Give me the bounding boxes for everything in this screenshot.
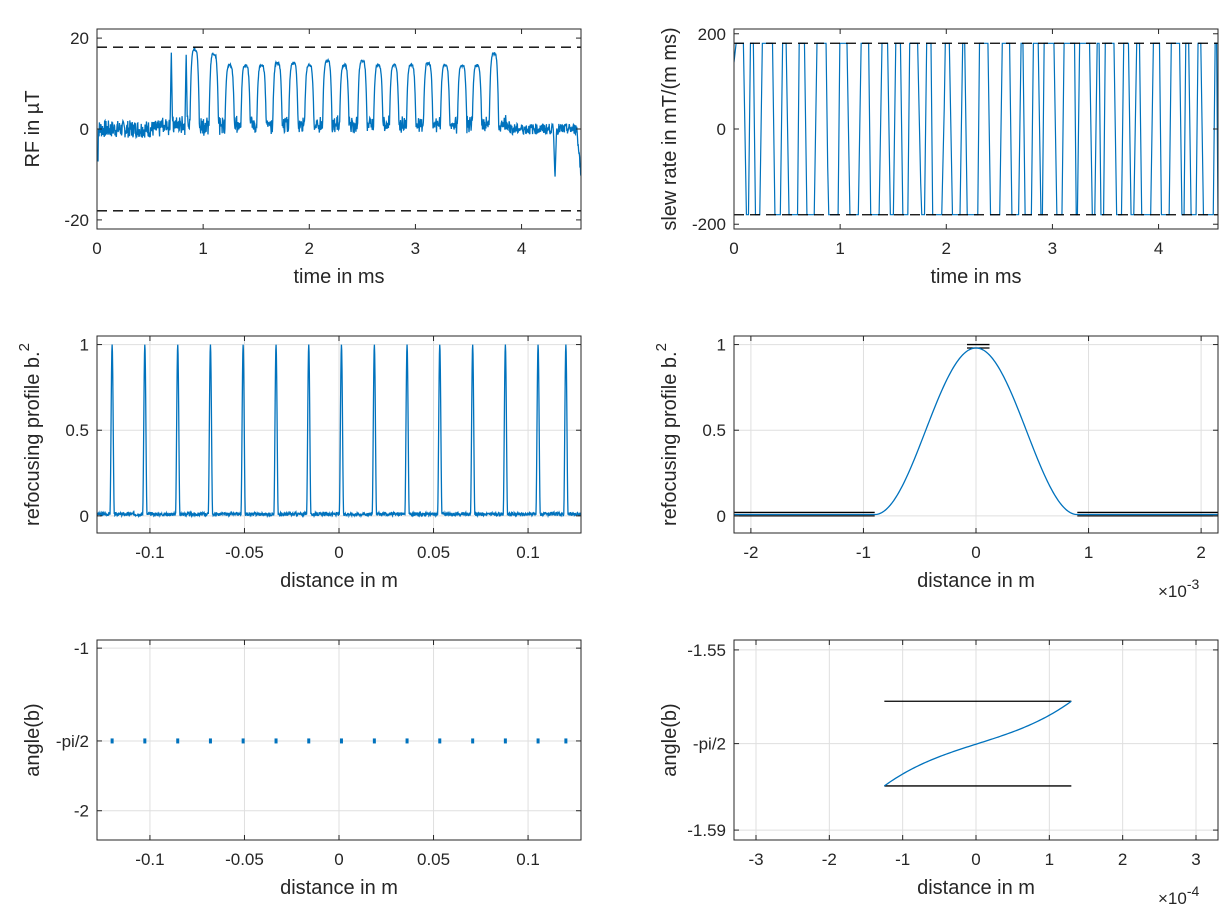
- angle-point: [110, 738, 114, 744]
- x-tick-label: 0: [971, 850, 980, 869]
- plot-content: [110, 738, 568, 744]
- x-axis-label: distance in m: [917, 877, 1035, 899]
- angle-point: [405, 738, 409, 744]
- x-tick-label: 1: [1045, 850, 1054, 869]
- y-tick-label: -pi/2: [56, 732, 89, 751]
- plot-content: [97, 344, 581, 519]
- x-tick-label: 2: [1118, 850, 1127, 869]
- x-tick-label: 0: [92, 239, 101, 258]
- y-axis-label: angle(b): [22, 703, 44, 776]
- x-tick-label: 0: [729, 239, 738, 258]
- y-tick-label: 1: [80, 336, 89, 355]
- x-tick-label: 3: [1191, 850, 1200, 869]
- x-tick-label: -1: [856, 543, 871, 562]
- x-tick-label: 0.05: [417, 850, 450, 869]
- y-tick-label: 0: [80, 120, 89, 139]
- x-tick-label: 3: [411, 239, 420, 258]
- slew-series-line: [734, 42, 1218, 216]
- x-tick-label: 2: [1196, 543, 1205, 562]
- x-axis-label: time in ms: [293, 266, 384, 288]
- angle-point: [503, 738, 507, 744]
- x-tick-label: 2: [942, 239, 951, 258]
- x-tick-label: 4: [1154, 239, 1163, 258]
- angle-point: [274, 738, 278, 744]
- y-tick-label: -2: [74, 802, 89, 821]
- x-axis-label: time in ms: [930, 266, 1021, 288]
- y-tick-label: -1.55: [687, 641, 726, 660]
- chart-profile_zoom: -2 -1 0 1 2 0 0.5 1 distance in m refocusing prof…: [653, 335, 1219, 601]
- profile-series-line: [97, 344, 581, 519]
- plot-content: [734, 343, 1218, 517]
- y-tick-label: 0: [717, 507, 726, 526]
- x-tick-label: 0: [971, 543, 980, 562]
- x-axis-label: distance in m: [280, 877, 398, 899]
- angle-point: [438, 738, 442, 744]
- angle-point: [564, 738, 568, 744]
- x-tick-label: 0: [334, 543, 343, 562]
- x-tick-label: 0: [334, 850, 343, 869]
- x-axis-label: distance in m: [280, 570, 398, 592]
- x-tick-label: 0.1: [516, 850, 540, 869]
- x-tick-label: 4: [517, 239, 526, 258]
- chart-angle_zoom: -3 -2 -1 0 1 2 3 -1.59 -pi/2 -1.55 distance in m an…: [659, 639, 1219, 908]
- profile-zoom-series-line: [734, 347, 1218, 516]
- y-tick-label: -20: [64, 211, 89, 230]
- rf-series-line: [97, 46, 581, 177]
- y-tick-label: 0.5: [65, 421, 89, 440]
- y-tick-label: -1: [74, 639, 89, 658]
- angle-point: [372, 738, 376, 744]
- x-tick-label: -0.05: [225, 850, 264, 869]
- y-tick-label: 0.5: [702, 421, 726, 440]
- y-axis-label: refocusing profile b.2: [16, 343, 44, 526]
- y-tick-label: 200: [698, 25, 726, 44]
- x-tick-label: 3: [1048, 239, 1057, 258]
- x-tick-label: 0.05: [417, 543, 450, 562]
- angle-point: [241, 738, 245, 744]
- angle-point: [307, 738, 311, 744]
- x-tick-label: 2: [305, 239, 314, 258]
- y-tick-label: 0: [80, 507, 89, 526]
- y-tick-label: -pi/2: [693, 735, 726, 754]
- plot-content: [883, 700, 1072, 787]
- y-axis-label: refocusing profile b.2: [653, 343, 681, 526]
- y-tick-label: 1: [717, 336, 726, 355]
- y-tick-label: -200: [692, 215, 726, 234]
- x-tick-label: -0.1: [135, 850, 164, 869]
- chart-angle_wide: -0.1 -0.05 0 0.05 0.1 -2 -pi/2 -1 distance in m a…: [22, 639, 582, 899]
- x-tick-label: -0.05: [225, 543, 264, 562]
- x-tick-label: -0.1: [135, 543, 164, 562]
- angle-point: [339, 738, 343, 744]
- y-tick-label: 0: [717, 120, 726, 139]
- y-tick-label: 20: [70, 29, 89, 48]
- x-tick-label: 0.1: [516, 543, 540, 562]
- y-axis-label: angle(b): [659, 703, 681, 776]
- x-exponent-label: ×10-4: [1158, 883, 1200, 908]
- x-tick-label: -2: [743, 543, 758, 562]
- x-axis-label: distance in m: [917, 570, 1035, 592]
- angle-point: [536, 738, 540, 744]
- y-axis-label: RF in µT: [22, 90, 44, 167]
- chart-profile_wide: -0.1 -0.05 0 0.05 0.1 0 0.5 1 distance in m refoc…: [16, 335, 582, 592]
- x-exponent-label: ×10-3: [1158, 576, 1200, 601]
- x-tick-label: 1: [198, 239, 207, 258]
- plot-content: [97, 46, 581, 177]
- angle-point: [176, 738, 180, 744]
- plot-content: [734, 42, 1218, 216]
- angle-zoom-series-line: [883, 700, 1072, 787]
- angle-point: [471, 738, 475, 744]
- x-tick-label: -3: [748, 850, 763, 869]
- y-tick-label: -1.59: [687, 821, 726, 840]
- y-axis-label: slew rate in mT/(m ms): [659, 27, 681, 230]
- angle-point: [143, 738, 147, 744]
- x-tick-label: 1: [835, 239, 844, 258]
- x-tick-label: -1: [895, 850, 910, 869]
- x-tick-label: 1: [1084, 543, 1093, 562]
- angle-point: [208, 738, 212, 744]
- x-tick-label: -2: [822, 850, 837, 869]
